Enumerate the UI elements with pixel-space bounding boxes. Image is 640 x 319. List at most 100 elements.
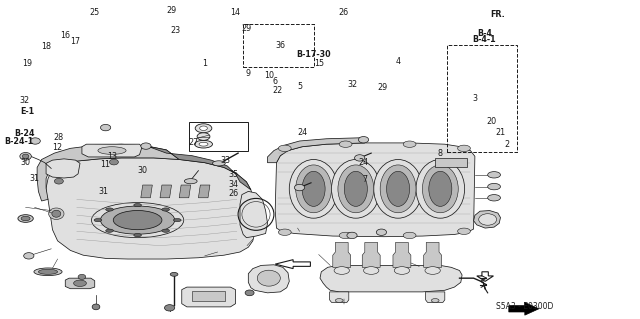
Polygon shape [37, 144, 179, 201]
Ellipse shape [294, 184, 305, 191]
Ellipse shape [257, 270, 280, 286]
Polygon shape [46, 159, 80, 178]
Polygon shape [477, 272, 493, 281]
Ellipse shape [339, 141, 352, 147]
Ellipse shape [94, 219, 102, 222]
Ellipse shape [109, 159, 118, 165]
Polygon shape [147, 146, 251, 190]
Text: 32: 32 [348, 80, 358, 89]
Ellipse shape [106, 229, 113, 232]
Text: 13: 13 [107, 152, 117, 161]
Ellipse shape [302, 171, 325, 206]
Ellipse shape [195, 140, 212, 148]
Ellipse shape [479, 214, 497, 225]
Text: 8: 8 [438, 149, 443, 158]
Polygon shape [268, 138, 365, 163]
Text: 9: 9 [246, 69, 251, 78]
Ellipse shape [30, 138, 40, 144]
Ellipse shape [278, 145, 291, 152]
Ellipse shape [374, 160, 422, 218]
Ellipse shape [92, 304, 100, 310]
Text: 3: 3 [472, 94, 477, 103]
Text: 16: 16 [60, 31, 70, 40]
Ellipse shape [334, 267, 349, 274]
Text: S5A3 - E0300D: S5A3 - E0300D [496, 302, 554, 311]
Text: B-4: B-4 [477, 29, 493, 38]
Text: 7: 7 [362, 175, 367, 184]
Text: 28: 28 [54, 133, 64, 142]
Polygon shape [198, 185, 210, 198]
Ellipse shape [358, 137, 369, 143]
Polygon shape [426, 292, 445, 302]
Text: 11: 11 [100, 160, 110, 169]
Text: 17: 17 [70, 37, 81, 46]
Ellipse shape [212, 161, 225, 166]
Ellipse shape [134, 204, 141, 207]
Text: 33: 33 [220, 156, 230, 165]
Text: 12: 12 [52, 143, 63, 152]
Ellipse shape [335, 299, 343, 302]
Ellipse shape [22, 154, 29, 159]
Ellipse shape [100, 124, 111, 131]
Polygon shape [182, 287, 236, 307]
Text: 22: 22 [273, 86, 283, 95]
Polygon shape [141, 185, 152, 198]
Ellipse shape [54, 178, 63, 184]
Polygon shape [240, 191, 268, 238]
Text: 29: 29 [166, 6, 177, 15]
Text: 2: 2 [504, 140, 509, 149]
Ellipse shape [429, 171, 452, 206]
Ellipse shape [173, 219, 181, 222]
Text: 35: 35 [228, 170, 239, 179]
Ellipse shape [394, 267, 410, 274]
Text: 18: 18 [41, 42, 51, 51]
Polygon shape [330, 292, 349, 302]
Ellipse shape [431, 299, 439, 302]
Text: 31: 31 [99, 187, 109, 196]
Ellipse shape [184, 179, 197, 184]
Text: 25: 25 [90, 8, 100, 17]
Ellipse shape [20, 152, 31, 160]
Polygon shape [46, 158, 256, 259]
Ellipse shape [21, 216, 30, 221]
Text: B-24-1: B-24-1 [4, 137, 34, 146]
Ellipse shape [339, 232, 352, 239]
Ellipse shape [195, 124, 212, 133]
Polygon shape [82, 144, 142, 157]
Ellipse shape [296, 165, 332, 213]
Text: E-1: E-1 [20, 107, 34, 116]
Text: B-24: B-24 [14, 130, 35, 138]
Text: 26: 26 [228, 189, 239, 198]
Text: 29: 29 [377, 83, 387, 92]
Text: FR.: FR. [490, 10, 506, 19]
Ellipse shape [380, 165, 416, 213]
Ellipse shape [34, 268, 62, 276]
Ellipse shape [162, 208, 170, 211]
Polygon shape [65, 278, 95, 289]
Text: 14: 14 [230, 8, 241, 17]
Ellipse shape [92, 203, 184, 238]
Polygon shape [275, 143, 475, 237]
Text: 10: 10 [264, 71, 274, 80]
Ellipse shape [38, 269, 58, 274]
Polygon shape [275, 260, 310, 269]
Polygon shape [424, 242, 442, 267]
Text: 19: 19 [22, 59, 32, 68]
Text: 21: 21 [495, 128, 506, 137]
Ellipse shape [289, 160, 338, 218]
Bar [192, 291, 225, 301]
Bar [243, 24, 314, 67]
Ellipse shape [355, 155, 365, 161]
Ellipse shape [488, 172, 500, 178]
Text: 6: 6 [273, 77, 278, 86]
Ellipse shape [113, 211, 162, 230]
Text: 36: 36 [275, 41, 285, 50]
Polygon shape [160, 185, 172, 198]
Ellipse shape [74, 280, 86, 286]
Ellipse shape [364, 267, 379, 274]
Bar [447, 45, 517, 152]
Ellipse shape [458, 145, 470, 152]
Text: 4: 4 [396, 57, 401, 66]
Ellipse shape [338, 165, 374, 213]
Ellipse shape [488, 195, 500, 201]
